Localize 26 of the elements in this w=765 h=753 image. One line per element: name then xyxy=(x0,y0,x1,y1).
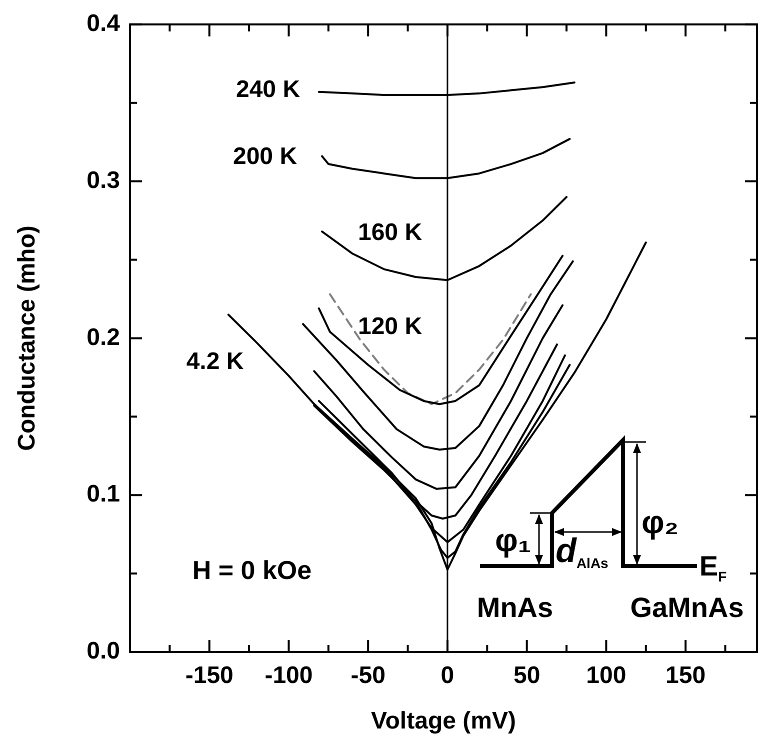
x-tick-label: 50 xyxy=(513,662,540,690)
y-tick-label: 0.4 xyxy=(86,10,121,38)
annotation: 200 K xyxy=(232,143,298,170)
x-tick-label: -100 xyxy=(264,662,313,690)
annotation: 120 K xyxy=(358,313,422,340)
annotation: 4.2 K xyxy=(186,348,244,375)
x-tick-label: -150 xyxy=(185,662,234,690)
annotation: 160 K xyxy=(358,219,422,246)
y-tick-label: 0.1 xyxy=(86,480,120,508)
x-tick-label: 0 xyxy=(440,662,454,690)
annotation: φ₂ xyxy=(641,504,679,540)
annotation: GaMnAs xyxy=(630,592,744,623)
y-tick-label: 0.3 xyxy=(86,166,120,194)
y-tick-label: 0.0 xyxy=(86,638,120,665)
x-tick-label: 100 xyxy=(586,662,626,690)
annotation: φ₁ xyxy=(494,522,532,558)
y-axis-title: Conductance (mho) xyxy=(14,226,41,451)
annotation: d$_{AlAs}$ xyxy=(556,532,608,571)
annotation: H = 0 kOe xyxy=(192,555,312,585)
annotation: 240 K xyxy=(236,76,300,103)
y-tick-label: 0.2 xyxy=(86,324,120,351)
annotation: E$_{F}$ xyxy=(699,550,727,584)
x-tick-label: 150 xyxy=(666,662,706,690)
x-axis-title: Voltage (mV) xyxy=(371,708,516,735)
annotation: MnAs xyxy=(476,592,554,623)
x-tick-label: -50 xyxy=(350,662,386,690)
